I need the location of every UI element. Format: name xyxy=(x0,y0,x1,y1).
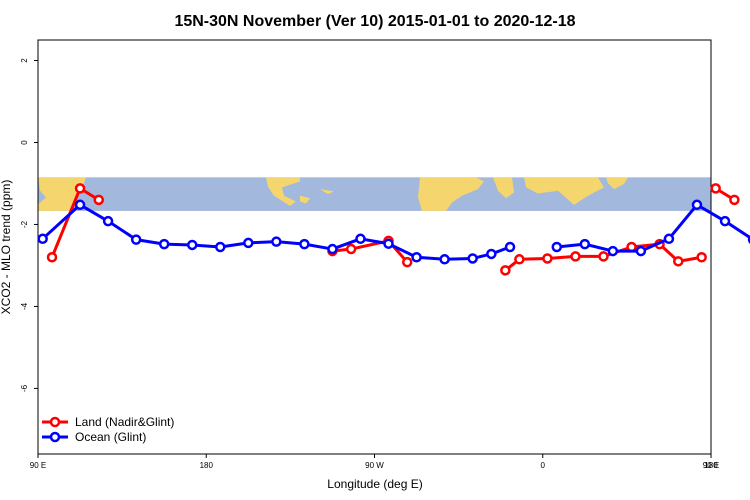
x-tick-label: 0 xyxy=(541,461,546,470)
data-point xyxy=(74,199,86,211)
data-point xyxy=(355,233,366,245)
data-point xyxy=(570,251,581,262)
y-axis-label: XCO2 - MLO trend (ppm) xyxy=(0,180,13,315)
legend: Land (Nadir&Glint) Ocean (Glint) xyxy=(42,415,174,444)
x-tick-label: 90 E xyxy=(703,461,719,470)
series-ocean xyxy=(37,199,750,265)
data-point xyxy=(439,254,450,265)
land-mass xyxy=(493,177,514,199)
x-tick-label: 180 xyxy=(704,461,718,470)
data-point xyxy=(514,254,525,265)
data-point xyxy=(383,238,394,249)
data-point xyxy=(130,234,142,245)
data-point xyxy=(345,243,357,255)
data-point xyxy=(598,251,609,262)
data-point xyxy=(401,256,413,268)
world-map-band xyxy=(38,177,711,211)
data-point xyxy=(607,245,619,257)
data-point xyxy=(215,241,226,253)
legend-marker-land xyxy=(49,416,61,428)
y-tick-label: -4 xyxy=(20,302,29,310)
x-tick-label: 180 xyxy=(200,461,214,470)
data-point xyxy=(186,239,198,251)
data-point xyxy=(500,265,511,276)
x-tick-label: 90 W xyxy=(365,461,384,470)
series-line xyxy=(332,239,409,264)
y-tick-label: 2 xyxy=(20,58,29,63)
land-mass xyxy=(266,177,300,206)
y-tick-label: -2 xyxy=(20,220,29,228)
data-point xyxy=(635,245,647,257)
series-layer xyxy=(37,183,750,276)
data-point xyxy=(504,241,516,253)
x-axis-label: Longitude (deg E) xyxy=(327,477,422,491)
data-point xyxy=(696,251,707,263)
data-point xyxy=(327,243,338,255)
data-point xyxy=(729,194,740,206)
land-mass xyxy=(524,177,604,205)
x-tick-label: 90 E xyxy=(30,461,46,470)
data-point xyxy=(579,238,591,250)
legend-marker-ocean xyxy=(49,431,61,443)
data-point xyxy=(691,199,703,211)
y-tick-label: 0 xyxy=(20,140,29,145)
data-point xyxy=(37,233,48,245)
data-point xyxy=(271,236,282,247)
data-point xyxy=(663,233,675,245)
data-point xyxy=(467,253,478,264)
y-axis: 2 0 -2 -4 -6 xyxy=(20,58,38,392)
legend-item-land: Land (Nadir&Glint) xyxy=(42,415,174,429)
data-point xyxy=(719,215,731,227)
data-point xyxy=(673,256,684,267)
land-mass xyxy=(606,177,628,190)
series-line xyxy=(41,203,511,261)
y-tick-label: -6 xyxy=(20,384,29,392)
land-mass xyxy=(418,177,484,211)
legend-label-ocean: Ocean (Glint) xyxy=(75,430,146,444)
data-point xyxy=(102,215,114,227)
data-point xyxy=(486,248,497,260)
legend-label-land: Land (Nadir&Glint) xyxy=(75,415,174,429)
land-mass xyxy=(300,195,310,204)
land-mass xyxy=(320,189,334,195)
data-point xyxy=(299,238,310,250)
data-point xyxy=(46,251,58,263)
data-point xyxy=(710,183,721,194)
data-point xyxy=(551,241,563,253)
data-point xyxy=(158,238,170,250)
data-point xyxy=(93,194,105,206)
data-point xyxy=(243,237,254,249)
legend-item-ocean: Ocean (Glint) xyxy=(42,430,146,444)
data-point xyxy=(411,251,422,263)
data-point xyxy=(542,253,553,264)
data-point xyxy=(74,183,86,194)
chart-title: 15N-30N November (Ver 10) 2015-01-01 to … xyxy=(174,13,575,30)
